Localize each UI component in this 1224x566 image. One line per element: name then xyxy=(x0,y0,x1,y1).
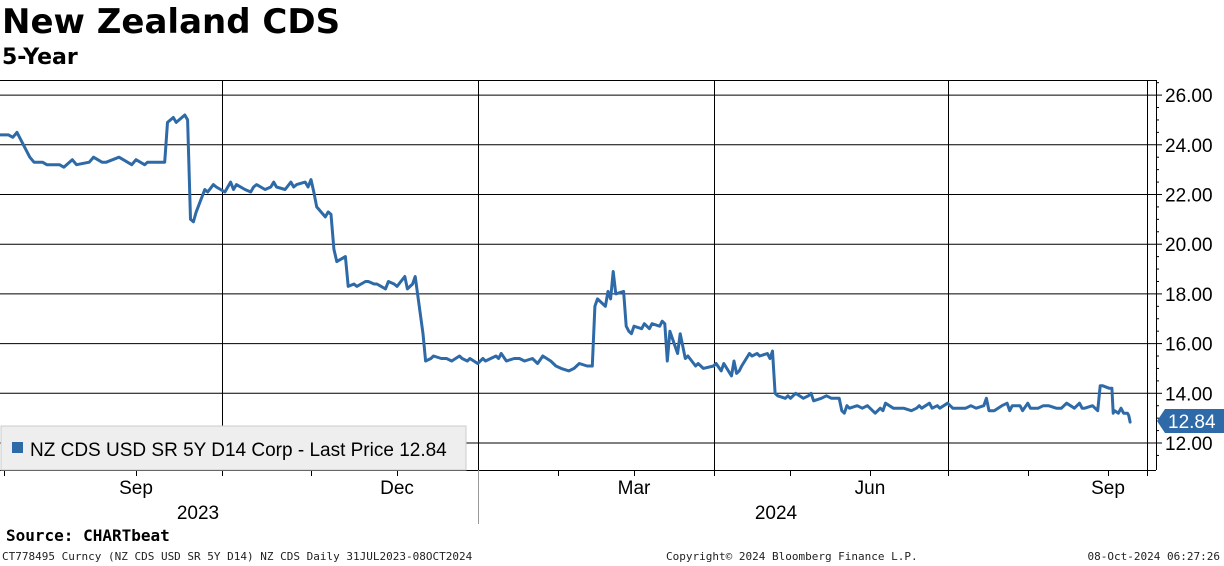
x-tick-label: Sep xyxy=(1091,478,1125,499)
series-line-group xyxy=(0,113,1132,424)
y-tick-label: 26.00 xyxy=(1165,86,1213,107)
y-tick-label: 22.00 xyxy=(1165,186,1213,207)
y-tick-label: 16.00 xyxy=(1165,335,1213,356)
legend-swatch xyxy=(12,442,23,453)
x-axis-labels: Sep Dec Mar Jun Sep 2023 2024 xyxy=(119,478,1125,524)
x-year-label: 2023 xyxy=(177,503,219,524)
y-tick-label: 12.00 xyxy=(1165,434,1213,455)
legend-label: NZ CDS USD SR 5Y D14 Corp - Last Price 1… xyxy=(30,440,447,461)
chart-subtitle: 5-Year xyxy=(2,45,78,70)
y-tick-label: 24.00 xyxy=(1165,136,1213,157)
y-tick-label: 14.00 xyxy=(1165,384,1213,405)
x-tick-label: Jun xyxy=(855,478,886,499)
series-line xyxy=(0,113,1132,424)
x-tick-label: Mar xyxy=(618,478,651,499)
last-value-tag xyxy=(1157,409,1224,433)
footer-ticker: CT778495 Curncy (NZ CDS USD SR 5Y D14) N… xyxy=(2,550,473,563)
x-tick-label: Sep xyxy=(119,478,153,499)
chart-grid xyxy=(0,80,1156,470)
x-tick-label: Dec xyxy=(380,478,414,499)
y-tick-label: 20.00 xyxy=(1165,235,1213,256)
footer-timestamp: 08-Oct-2024 06:27:26 xyxy=(1087,550,1220,563)
y-axis-ticks: 12.00 14.00 16.00 18.00 20.00 22.00 24.00 26.00 xyxy=(1156,82,1213,456)
last-value-marker: 12.84 xyxy=(1157,409,1224,433)
x-year-label: 2024 xyxy=(755,503,798,524)
last-value-label: 12.84 xyxy=(1168,412,1216,433)
chart-legend: NZ CDS USD SR 5Y D14 Corp - Last Price 1… xyxy=(0,425,467,471)
legend-box xyxy=(0,425,467,471)
source-note: Source: CHARTbeat xyxy=(6,526,170,545)
chart-title: New Zealand CDS xyxy=(2,2,341,42)
footer-copyright: Copyright© 2024 Bloomberg Finance L.P. xyxy=(666,550,918,563)
y-tick-label: 18.00 xyxy=(1165,285,1213,306)
